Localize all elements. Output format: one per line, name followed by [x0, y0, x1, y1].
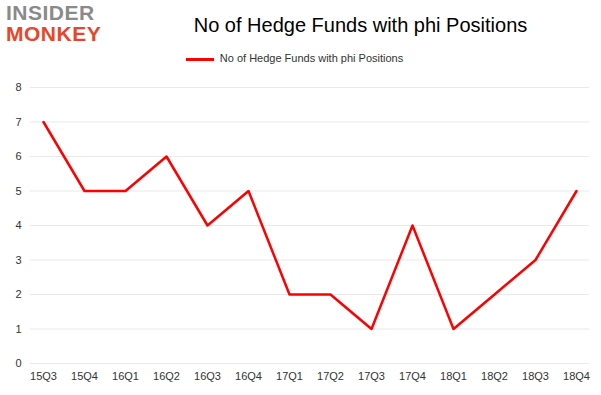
svg-text:8: 8: [15, 81, 21, 93]
svg-text:18Q2: 18Q2: [481, 370, 508, 382]
svg-text:7: 7: [15, 116, 21, 128]
svg-text:16Q1: 16Q1: [112, 370, 139, 382]
svg-text:3: 3: [15, 254, 21, 266]
html-text:No of Hedge Funds with phi Pos: No of Hedge Funds with phi Positions: [193, 14, 528, 36]
html-text:MONKEY: MONKEY: [6, 22, 102, 45]
svg-text:15Q4: 15Q4: [71, 370, 98, 382]
svg-text:2: 2: [15, 288, 21, 300]
svg-text:16Q2: 16Q2: [153, 370, 180, 382]
svg-text:17Q4: 17Q4: [399, 370, 426, 382]
svg-text:1: 1: [15, 323, 21, 335]
svg-text:5: 5: [15, 185, 21, 197]
svg-text:0: 0: [15, 357, 21, 369]
svg-text:15Q3: 15Q3: [30, 370, 57, 382]
svg-text:18Q1: 18Q1: [440, 370, 467, 382]
svg-text:17Q3: 17Q3: [358, 370, 385, 382]
svg-text:18Q4: 18Q4: [563, 370, 590, 382]
svg-text:16Q3: 16Q3: [194, 370, 221, 382]
svg-text:18Q3: 18Q3: [522, 370, 549, 382]
svg-text:6: 6: [15, 150, 21, 162]
html-text:INSIDER: INSIDER: [6, 1, 95, 24]
svg-text:4: 4: [15, 219, 21, 231]
svg-text:17Q2: 17Q2: [317, 370, 344, 382]
html-text:No of Hedge Funds with phi Pos: No of Hedge Funds with phi Positions: [219, 52, 404, 64]
svg-text:16Q4: 16Q4: [235, 370, 262, 382]
svg-text:17Q1: 17Q1: [276, 370, 303, 382]
